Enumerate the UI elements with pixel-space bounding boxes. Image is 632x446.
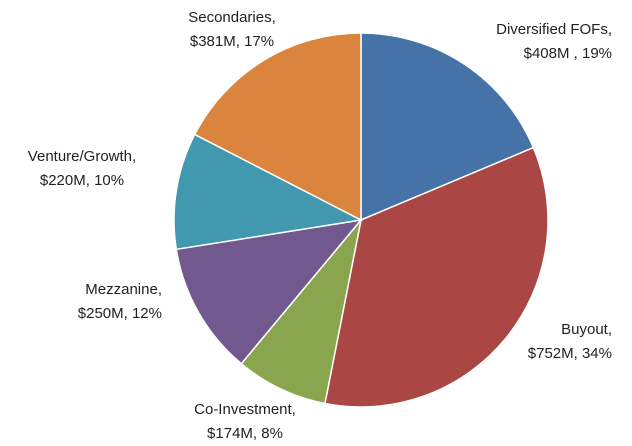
pie-slice (193, 32, 362, 222)
slice-label: Co-Investment, (194, 401, 296, 418)
pie-slice (175, 218, 363, 365)
slice-value-label: $250M, 12% (78, 305, 162, 322)
slice-label: Mezzanine, (85, 281, 162, 298)
slice-label: Venture/Growth, (28, 148, 136, 165)
slice-label: Diversified FOFs, (496, 21, 612, 38)
pie-slice (240, 219, 362, 405)
slice-value-label: $408M , 19% (524, 45, 612, 62)
slice-label: Buyout, (561, 321, 612, 338)
slice-value-label: $220M, 10% (40, 172, 124, 189)
slice-value-label: $174M, 8% (207, 425, 283, 442)
pie-slice (324, 146, 549, 408)
slice-value-label: $752M, 34% (528, 345, 612, 362)
slice-label: Secondaries, (188, 9, 276, 26)
slice-value-label: $381M, 17% (190, 33, 274, 50)
pie-slice (360, 32, 535, 222)
pie-slice (173, 133, 364, 251)
